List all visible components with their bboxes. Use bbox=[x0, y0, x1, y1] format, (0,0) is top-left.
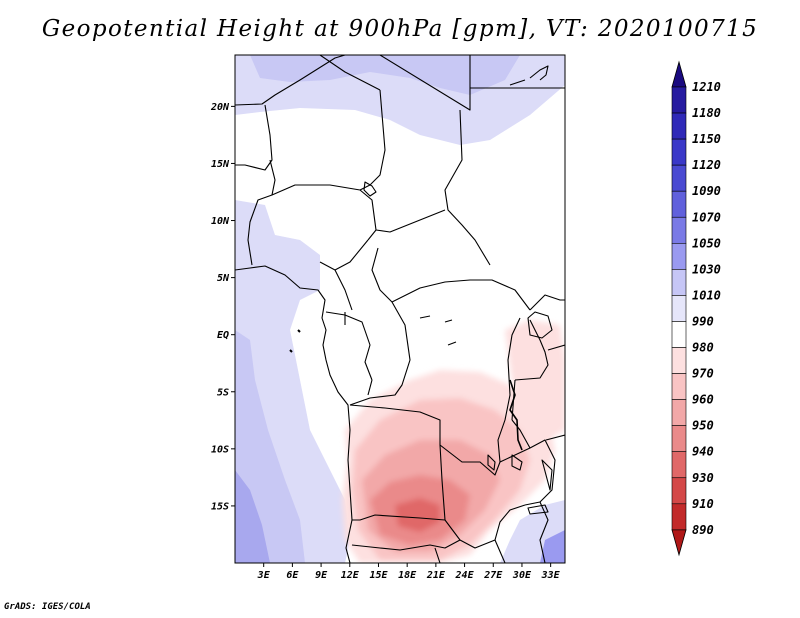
colorbar-label: 930 bbox=[692, 471, 714, 485]
colorbar: 1210 1180 1150 1120 1090 1070 1050 1030 1010 990 9… bbox=[671, 60, 721, 557]
lat-tick-label: 10N bbox=[211, 216, 230, 227]
lon-tick-label: 12E bbox=[341, 570, 360, 581]
lon-tick-label: 27E bbox=[483, 570, 503, 581]
colorbar-label: 980 bbox=[692, 341, 714, 355]
colorbar-label: 940 bbox=[692, 445, 714, 459]
lon-tick-label: 24E bbox=[455, 570, 475, 581]
colorbar-swatch bbox=[671, 399, 687, 426]
colorbar-label: 1090 bbox=[692, 184, 721, 198]
colorbar-label: 990 bbox=[692, 314, 714, 328]
colorbar-swatch bbox=[671, 164, 687, 192]
colorbar-label: 1210 bbox=[692, 80, 721, 94]
lon-tick-label: 18E bbox=[398, 570, 417, 581]
colorbar-bottom-arrow bbox=[671, 529, 687, 557]
colorbar-swatch bbox=[671, 295, 687, 322]
shade-red-930 bbox=[395, 498, 440, 532]
height-field bbox=[235, 55, 565, 563]
colorbar-label: 1050 bbox=[692, 236, 721, 250]
colorbar-label: 950 bbox=[692, 419, 714, 433]
colorbar-swatch bbox=[671, 112, 687, 140]
lat-tick-label: EQ bbox=[217, 330, 229, 341]
colorbar-label: 1030 bbox=[692, 262, 721, 276]
colorbar-swatch bbox=[671, 425, 687, 452]
shade-sw-blue bbox=[235, 470, 270, 563]
lat-tick-label: 5S bbox=[217, 387, 229, 398]
lat-tick-label: 10S bbox=[211, 444, 229, 455]
shade-red-970-east bbox=[505, 320, 565, 440]
boundaries bbox=[235, 55, 565, 563]
shade-north-blue-deep bbox=[250, 55, 520, 95]
colorbar-label: 1070 bbox=[692, 210, 721, 224]
colorbar-label: 1120 bbox=[692, 158, 721, 172]
shade-se-blue-deep bbox=[540, 530, 565, 563]
colorbar-swatch bbox=[671, 321, 687, 348]
map-frame bbox=[234, 54, 566, 564]
colorbar-swatch bbox=[671, 451, 687, 479]
colorbar-swatch bbox=[671, 477, 687, 505]
colorbar-swatch bbox=[671, 503, 687, 531]
lat-tick-label: 20N bbox=[210, 102, 230, 113]
colorbar-label: 1010 bbox=[692, 288, 721, 302]
latitude-axis: 20N 15N 10N 5N EQ 5S 10S 15S bbox=[210, 102, 235, 512]
colorbar-swatch bbox=[671, 373, 687, 400]
lon-tick-label: 30E bbox=[512, 570, 532, 581]
footer-credit: GrADS: IGES/COLA bbox=[4, 602, 91, 612]
lat-tick-label: 15N bbox=[211, 159, 230, 170]
colorbar-swatch bbox=[671, 86, 687, 114]
lon-tick-label: 15E bbox=[369, 570, 388, 581]
colorbar-label: 1180 bbox=[692, 106, 721, 120]
lon-tick-label: 33E bbox=[541, 570, 561, 581]
lon-tick-label: 3E bbox=[257, 570, 271, 581]
lon-tick-label: 6E bbox=[286, 570, 299, 581]
colorbar-swatch bbox=[671, 347, 687, 374]
colorbar-top-arrow bbox=[671, 60, 687, 88]
map-title: Geopotential Height at 900hPa [gpm], VT:… bbox=[41, 16, 759, 42]
colorbar-label: 970 bbox=[692, 367, 714, 381]
colorbar-label: 1150 bbox=[692, 132, 721, 146]
colorbar-swatch bbox=[671, 243, 687, 270]
colorbar-swatch bbox=[671, 216, 687, 244]
lat-tick-label: 15S bbox=[211, 501, 229, 512]
colorbar-swatch bbox=[671, 190, 687, 218]
longitude-axis: 3E 6E 9E 12E 15E 18E 21E 24E 27E 30E 33E bbox=[257, 563, 561, 581]
colorbar-swatch bbox=[671, 138, 687, 166]
lon-tick-label: 21E bbox=[426, 570, 446, 581]
colorbar-label: 910 bbox=[692, 497, 714, 511]
lon-tick-label: 9E bbox=[315, 570, 328, 581]
colorbar-label: 890 bbox=[692, 523, 714, 537]
colorbar-swatch bbox=[671, 269, 687, 296]
colorbar-label: 960 bbox=[692, 393, 714, 407]
lat-tick-label: 5N bbox=[217, 273, 230, 284]
